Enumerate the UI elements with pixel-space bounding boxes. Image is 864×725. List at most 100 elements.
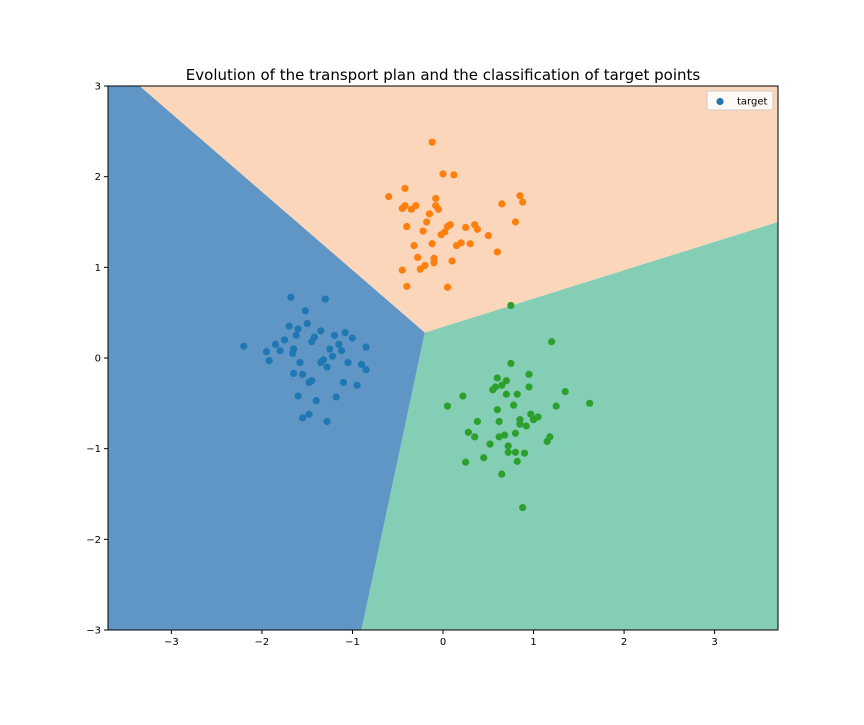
data-point [353, 381, 361, 389]
data-point [348, 334, 357, 342]
region-green [361, 222, 778, 630]
data-point [519, 504, 527, 512]
data-point [457, 239, 465, 247]
data-point [450, 171, 458, 179]
data-point [341, 329, 349, 337]
data-point [299, 414, 307, 422]
data-point [289, 349, 297, 358]
data-point [516, 192, 524, 200]
data-point [419, 227, 427, 235]
data-point [428, 138, 436, 146]
x-tick-label: −2 [255, 637, 270, 648]
data-point [443, 283, 452, 291]
data-point [403, 282, 411, 290]
data-point [414, 253, 422, 261]
data-point [561, 387, 569, 396]
data-point [296, 358, 304, 367]
data-point [294, 325, 302, 333]
data-point [312, 397, 320, 405]
data-point [287, 293, 295, 301]
data-point [491, 383, 500, 391]
data-point [337, 347, 346, 355]
data-point [525, 370, 533, 378]
data-point [425, 210, 434, 218]
data-point [321, 295, 329, 303]
y-tick-label: −3 [86, 626, 101, 637]
y-tick-label: 2 [95, 172, 101, 183]
data-point [546, 433, 554, 441]
data-point [510, 401, 518, 409]
legend-label: target [737, 97, 767, 108]
x-tick-label: −1 [345, 637, 360, 648]
data-point [403, 222, 411, 231]
data-point [265, 357, 273, 365]
x-tick-label: 0 [440, 637, 446, 648]
data-point [498, 200, 506, 208]
data-point [511, 448, 520, 456]
data-point [412, 202, 420, 210]
data-point [462, 223, 470, 232]
data-points [240, 138, 594, 512]
data-point [305, 410, 313, 418]
data-point [401, 202, 409, 210]
data-point [441, 228, 449, 236]
x-tick-label: 3 [711, 637, 717, 648]
legend[interactable]: target [706, 90, 774, 111]
data-point [495, 417, 503, 426]
chart-title: Evolution of the transport plan and the … [186, 66, 701, 84]
data-point [276, 347, 284, 355]
data-point [507, 359, 515, 368]
data-point [502, 390, 510, 398]
data-point [285, 322, 293, 330]
data-point [548, 338, 556, 346]
data-point [516, 416, 524, 424]
data-point [339, 378, 348, 387]
y-axis: −3 −2 −1 0 1 2 3 [86, 82, 108, 637]
y-tick-label: −1 [86, 444, 101, 455]
data-point [434, 205, 443, 213]
decision-regions [108, 86, 778, 630]
data-point [308, 377, 316, 385]
region-blue [108, 86, 425, 630]
data-point [410, 241, 418, 250]
data-point [513, 390, 521, 398]
data-point [362, 343, 370, 351]
data-point [303, 319, 311, 328]
y-tick-label: −2 [86, 535, 101, 546]
data-point [428, 240, 436, 248]
data-point [493, 406, 501, 414]
region-orange [139, 86, 778, 333]
data-point [513, 457, 521, 465]
data-point [439, 170, 447, 178]
data-point [299, 370, 307, 378]
data-point [484, 232, 492, 240]
data-point [507, 301, 515, 310]
data-point [462, 458, 470, 466]
data-point [423, 218, 431, 226]
data-point [443, 402, 452, 410]
data-point [446, 221, 454, 229]
data-point [319, 356, 328, 364]
data-point [527, 410, 535, 418]
data-point [335, 340, 343, 348]
data-point [522, 422, 530, 430]
data-point [525, 383, 533, 391]
data-point [357, 360, 366, 368]
data-point [328, 352, 337, 360]
data-point [330, 331, 338, 339]
data-point [271, 340, 280, 348]
data-point [473, 417, 482, 426]
legend-marker [716, 97, 724, 106]
y-tick-label: 1 [95, 263, 101, 274]
data-point [486, 440, 494, 448]
data-point [292, 331, 300, 339]
data-point [504, 442, 512, 450]
data-point [310, 333, 319, 341]
data-point [323, 363, 331, 371]
data-point [332, 393, 340, 401]
data-point [262, 348, 271, 356]
legend-box [706, 90, 774, 111]
data-point [466, 240, 474, 248]
x-axis: −3 −2 −1 0 1 2 3 [164, 630, 718, 648]
